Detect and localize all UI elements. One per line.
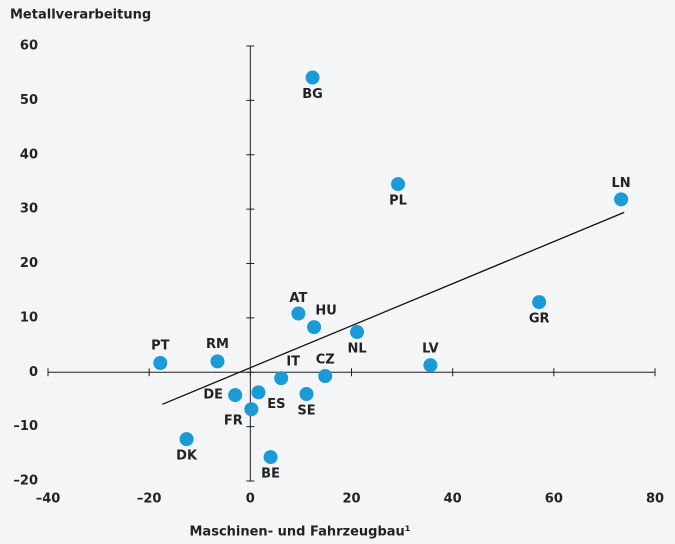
point xyxy=(251,385,266,400)
point-label: PT xyxy=(151,339,170,354)
point-label: DK xyxy=(176,449,198,464)
point xyxy=(307,320,322,335)
x-tick-label: 40 xyxy=(444,492,462,507)
point-label: DE xyxy=(203,388,223,403)
point xyxy=(423,358,438,373)
y-tick-label: 0 xyxy=(29,365,38,380)
point xyxy=(210,354,225,369)
point xyxy=(263,450,278,465)
point-label: NL xyxy=(347,342,366,357)
point xyxy=(291,306,306,321)
point xyxy=(299,387,314,401)
point-label: HU xyxy=(315,304,336,319)
point-label: LN xyxy=(612,176,631,191)
point xyxy=(305,70,320,85)
point-label: LV xyxy=(422,342,439,357)
point-label: GR xyxy=(529,312,550,327)
y-tick-label: –20 xyxy=(13,474,38,489)
x-tick-label: 60 xyxy=(545,492,563,507)
point xyxy=(274,371,289,386)
trend-line xyxy=(162,211,625,405)
point-label: BG xyxy=(302,87,323,102)
point xyxy=(179,432,194,447)
point-label: SE xyxy=(297,404,315,419)
point-label: PL xyxy=(389,194,407,209)
point-label: RM xyxy=(206,337,229,352)
x-axis-label: Maschinen- und Fahrzeugbau¹ xyxy=(190,525,411,540)
x-tick-label: –40 xyxy=(36,492,61,507)
chart-title: Metallverarbeitung xyxy=(10,8,151,23)
point-label: BE xyxy=(261,467,280,482)
point xyxy=(391,177,406,192)
y-tick-label: –10 xyxy=(13,419,38,434)
y-tick-label: 60 xyxy=(20,39,38,54)
y-tick-label: 10 xyxy=(20,310,38,325)
y-tick-label: 30 xyxy=(20,202,38,217)
x-tick-label: 20 xyxy=(342,492,360,507)
point xyxy=(153,356,168,371)
x-tick-label: 80 xyxy=(646,492,664,507)
point xyxy=(532,295,547,310)
point-label: AT xyxy=(289,291,307,306)
x-tick-label: 0 xyxy=(246,492,255,507)
point xyxy=(318,369,333,384)
y-tick-label: 20 xyxy=(20,256,38,271)
point xyxy=(350,325,365,340)
point xyxy=(614,192,629,207)
point-label: IT xyxy=(286,355,300,370)
point-label: CZ xyxy=(316,353,335,368)
y-tick-label: 50 xyxy=(20,93,38,108)
point-label: FR xyxy=(224,414,243,429)
point-label: ES xyxy=(267,397,285,412)
point xyxy=(228,388,243,403)
y-tick-label: 40 xyxy=(20,147,38,162)
point xyxy=(244,402,259,417)
x-tick-label: –20 xyxy=(137,492,162,507)
